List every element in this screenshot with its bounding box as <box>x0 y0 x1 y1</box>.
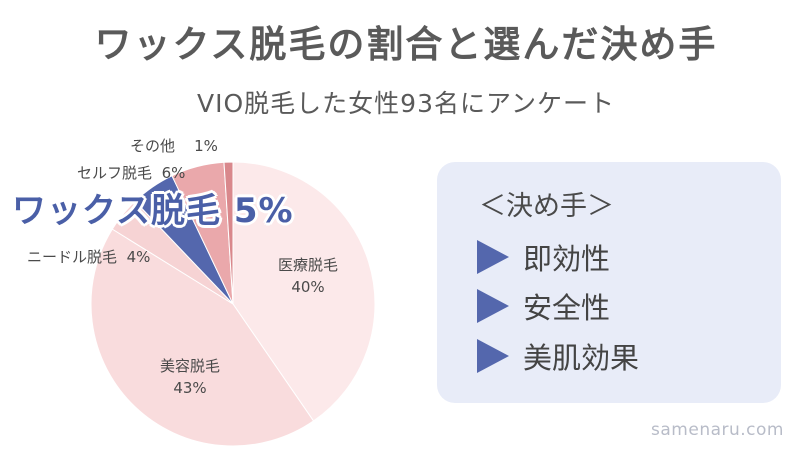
slice-value-medical: 40% <box>291 278 325 296</box>
deciding-factors-panel: ＜決め手＞ 即効性 安全性 美肌効果 <box>437 162 781 403</box>
slice-label-self: セルフ脱毛 6% <box>77 162 185 184</box>
pie-slice-1 <box>90 228 315 447</box>
factor-item: 美肌効果 <box>477 336 639 376</box>
slice-value-needle: 4% <box>126 248 151 266</box>
factor-item-label: 即効性 <box>523 242 611 276</box>
factor-item-label: 美肌効果 <box>523 341 640 375</box>
slice-value-beauty: 43% <box>173 379 207 397</box>
wax-highlight-label: ワックス脱毛 5% <box>12 191 294 231</box>
factor-item-label: 安全性 <box>523 291 611 325</box>
slice-name-needle: ニードル脱毛 <box>27 248 118 266</box>
triangle-bullet-icon <box>477 339 509 373</box>
slice-value-other: 1% <box>194 137 218 155</box>
pie-slice-5 <box>223 161 234 305</box>
slice-name-medical: 医療脱毛 <box>277 256 338 274</box>
chart-subtitle: VIO脱毛した女性93名にアンケート <box>197 89 615 118</box>
slice-label-other: その他 1% <box>130 135 218 157</box>
slice-label-beauty: 美容脱毛 43% <box>150 355 230 399</box>
chart-title: ワックス脱毛の割合と選んだ決め手 <box>94 23 718 66</box>
factor-item: 即効性 <box>477 237 610 277</box>
triangle-bullet-icon <box>477 289 509 323</box>
factor-item: 安全性 <box>477 286 610 326</box>
slice-name-self: セルフ脱毛 <box>77 164 153 182</box>
slice-label-needle: ニードル脱毛 4% <box>27 246 150 268</box>
slice-label-medical: 医療脱毛 40% <box>268 254 348 298</box>
pie-slice-0 <box>232 161 376 422</box>
slice-name-beauty: 美容脱毛 <box>159 357 220 375</box>
site-watermark: samenaru.com <box>651 420 784 440</box>
slice-value-self: 6% <box>161 164 186 182</box>
triangle-bullet-icon <box>477 240 509 274</box>
panel-title: ＜決め手＞ <box>479 191 614 222</box>
slice-name-other: その他 <box>130 137 176 155</box>
